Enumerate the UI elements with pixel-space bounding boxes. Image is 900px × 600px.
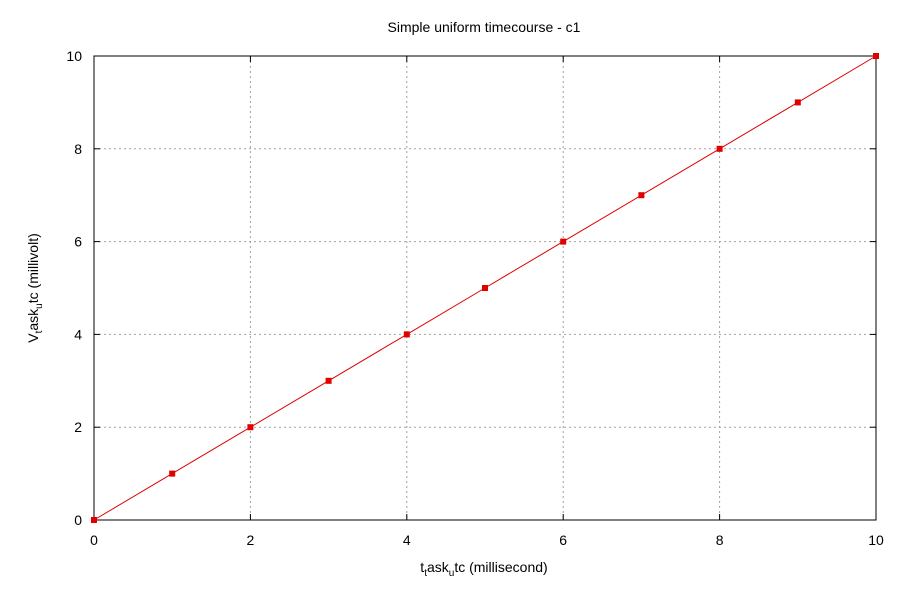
y-axis-label-sub-2: u	[34, 303, 45, 309]
x-tick-label: 8	[716, 532, 724, 548]
x-axis-label-part-b: ask	[427, 559, 450, 575]
y-axis-label-part-a: V	[25, 333, 41, 343]
x-axis-label-part-a: t	[420, 559, 424, 575]
x-tick-label: 10	[868, 532, 884, 548]
x-tick-label: 2	[247, 532, 255, 548]
x-axis-ticks: 0 2 4 6 8 10	[90, 56, 884, 548]
y-tick-label: 6	[74, 234, 82, 250]
y-axis-label: Vtaskutc (millivolt)	[25, 233, 45, 342]
data-point	[560, 238, 567, 245]
y-tick-label: 4	[74, 326, 82, 342]
grid	[94, 56, 876, 520]
x-tick-label: 6	[559, 532, 567, 548]
y-axis-label-part-c: tc (millivolt)	[25, 233, 41, 303]
data-point	[247, 424, 254, 431]
y-tick-label: 10	[66, 48, 82, 64]
data-point	[403, 331, 410, 338]
series-layer	[91, 53, 879, 523]
y-axis-label-sub-1: t	[34, 330, 45, 333]
y-axis-ticks: 0 2 4 6 8 10	[66, 48, 876, 528]
data-point	[325, 377, 332, 384]
chart-title: Simple uniform timecourse - c1	[388, 19, 581, 35]
data-point	[794, 99, 801, 106]
y-tick-label: 0	[74, 512, 82, 528]
data-point	[873, 53, 879, 59]
x-axis-label-sub-2: u	[449, 568, 455, 579]
y-tick-label: 2	[74, 419, 82, 435]
x-axis-label-sub-1: t	[424, 568, 427, 579]
data-point	[482, 285, 488, 291]
data-point	[716, 145, 723, 152]
data-point	[91, 517, 97, 523]
plot-frame	[93, 55, 877, 521]
x-tick-label: 4	[403, 532, 411, 548]
x-axis-label-part-c: tc (millisecond)	[454, 559, 547, 575]
x-tick-label: 0	[90, 532, 98, 548]
y-tick-label: 8	[74, 141, 82, 157]
y-axis-label-part-b: ask	[25, 308, 41, 331]
x-axis-label: ttaskutc (millisecond)	[420, 559, 547, 579]
data-point	[169, 470, 176, 477]
data-point	[638, 192, 645, 199]
